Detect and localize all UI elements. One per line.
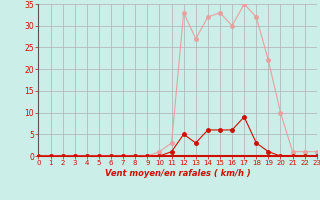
X-axis label: Vent moyen/en rafales ( km/h ): Vent moyen/en rafales ( km/h )	[105, 169, 251, 178]
